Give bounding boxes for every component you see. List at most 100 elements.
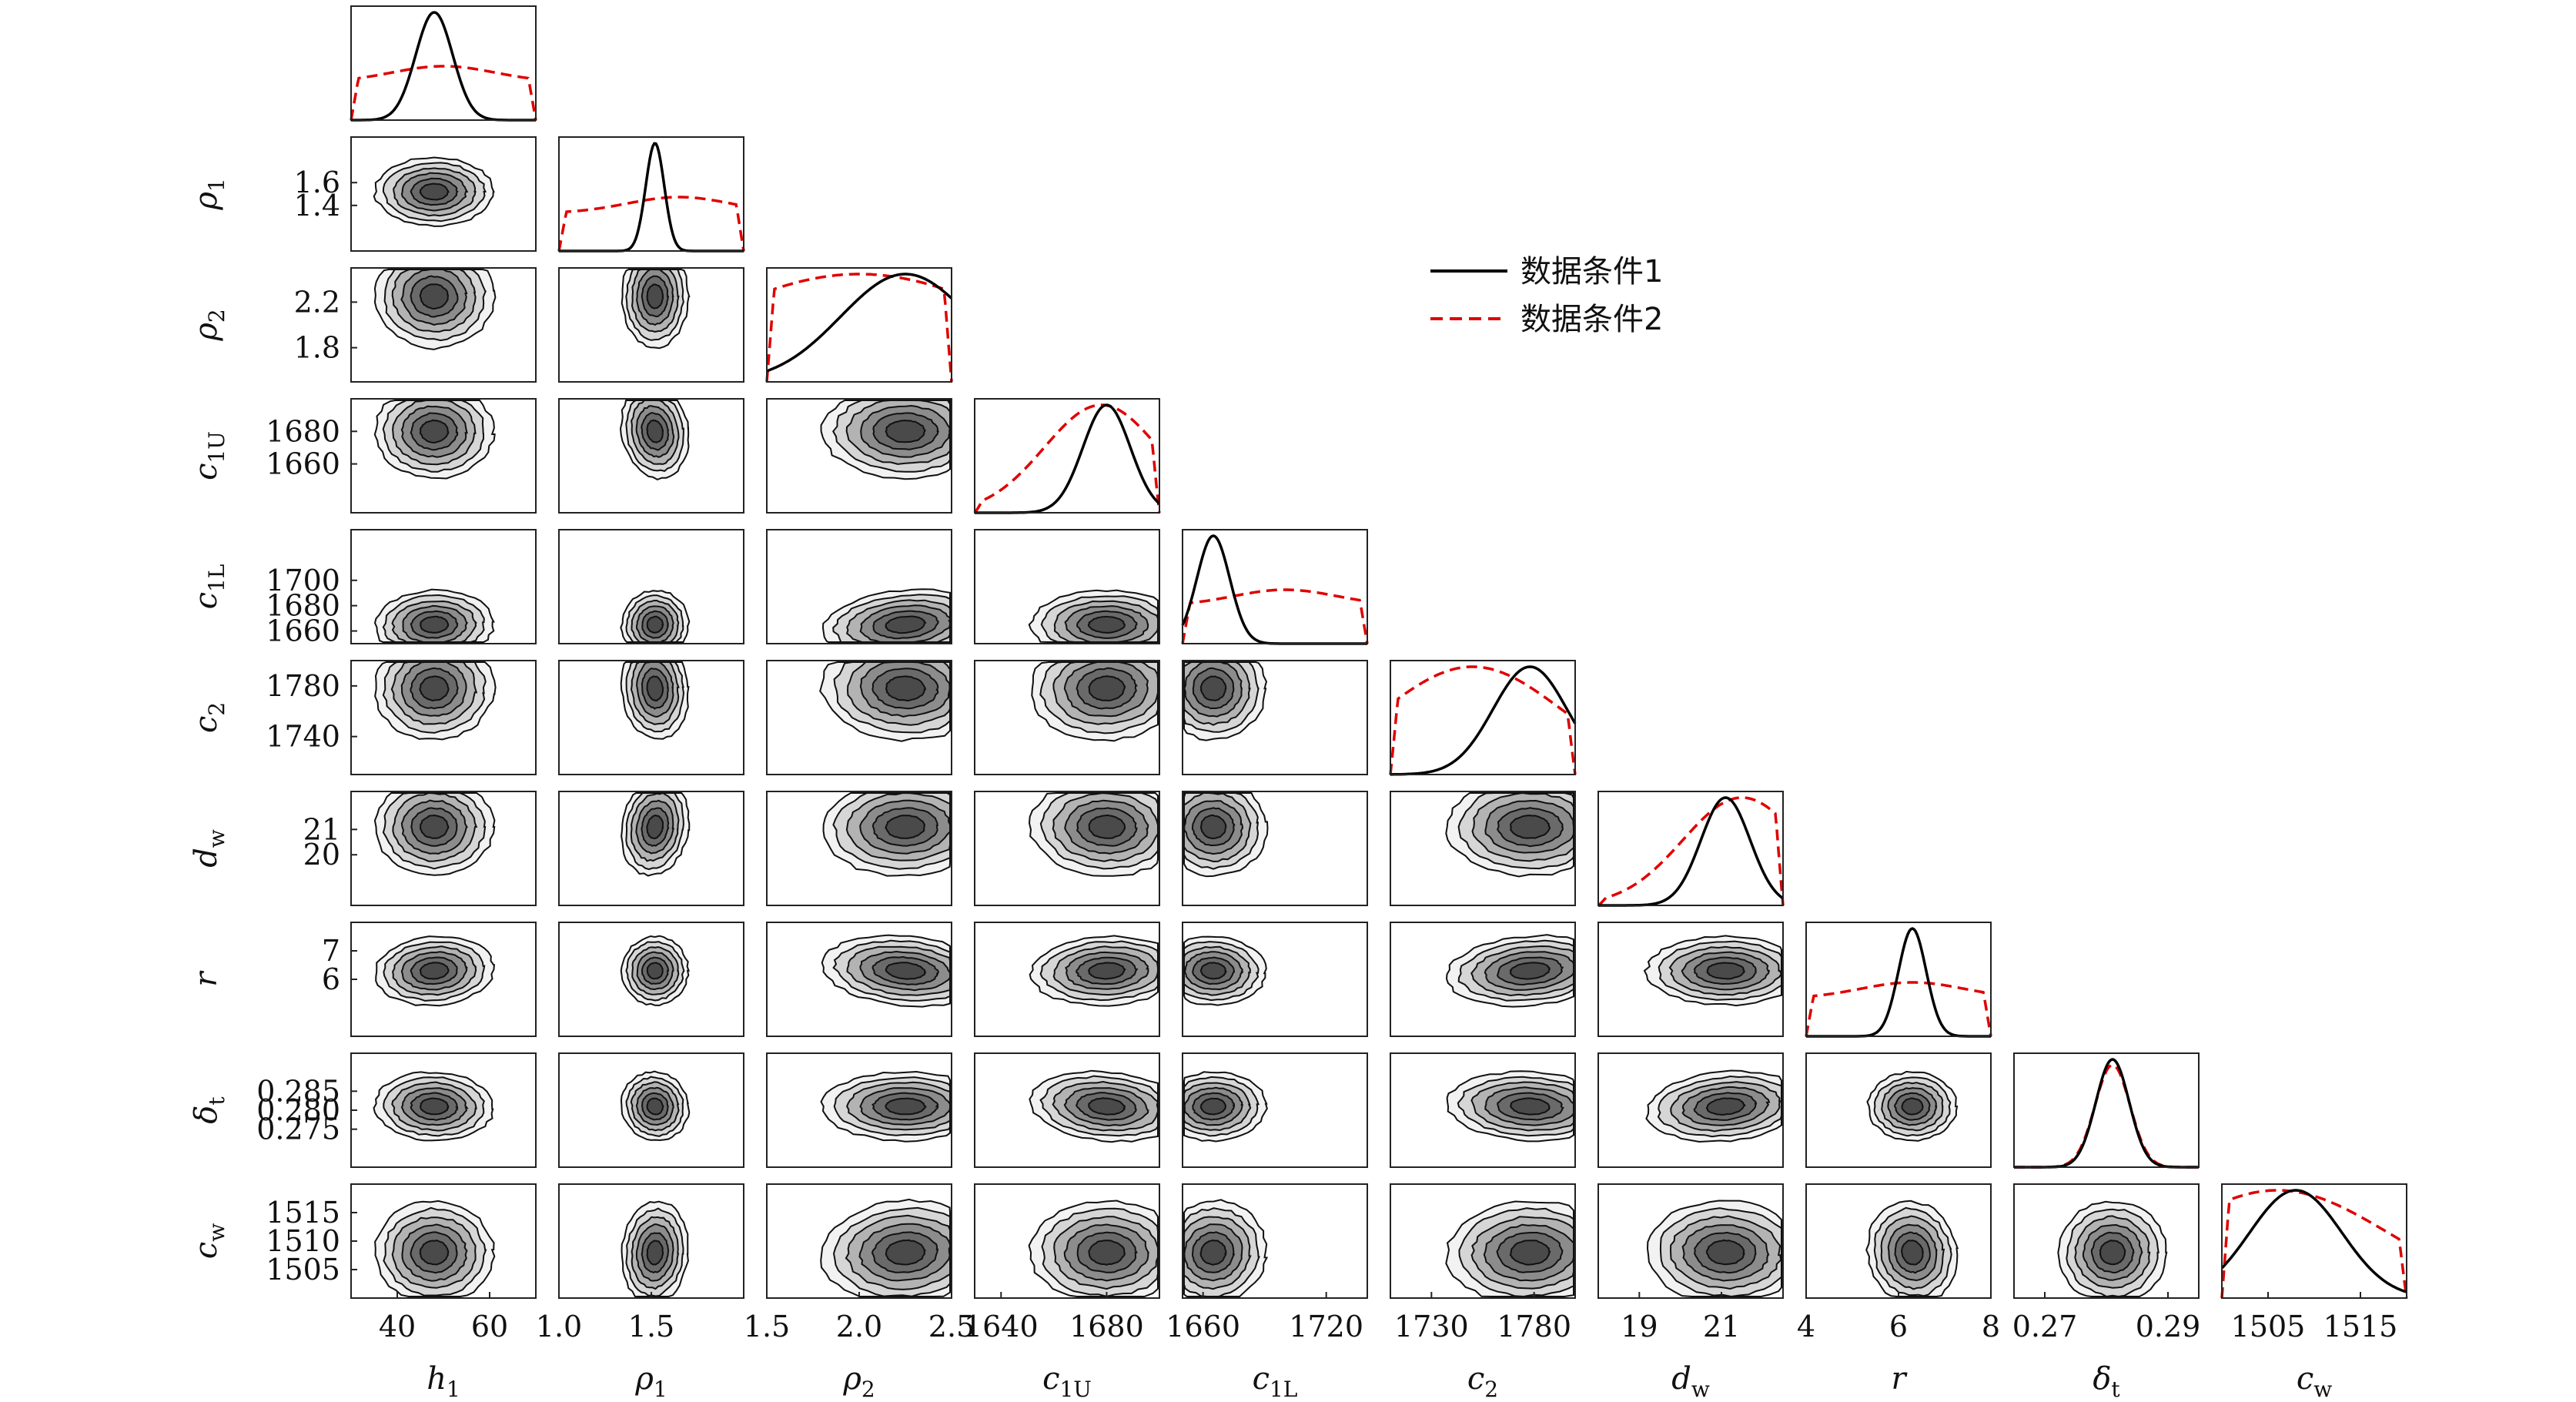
panel-frame [974, 398, 1160, 514]
panel-7-4 [1182, 922, 1368, 1037]
panel-4-3 [974, 529, 1160, 644]
panel-4-0 [350, 529, 537, 644]
panel-8-4 [1182, 1052, 1368, 1168]
panel-6-4 [1182, 791, 1368, 906]
contour-level-6 [1901, 1097, 1924, 1116]
panel-2-1 [558, 267, 744, 383]
y-tick-label: 1505 [266, 1253, 340, 1287]
x-tick-label: 2.5 [928, 1310, 975, 1343]
panel-frame [1182, 1052, 1368, 1168]
y-tick-label: 0.285 [256, 1074, 340, 1108]
panel-8-8 [2013, 1052, 2200, 1169]
panel-frame [350, 398, 537, 514]
panel-frame [558, 660, 744, 775]
panel-frame [1390, 1052, 1576, 1168]
contour-level-6 [1705, 1097, 1747, 1116]
panel-frame [1390, 922, 1576, 1037]
marginal-curve-condition-2 [1805, 981, 1992, 1037]
panel-4-4 [1181, 529, 1369, 645]
panel-9-7 [1805, 1183, 1992, 1299]
y-axis-label: δt [189, 1096, 229, 1124]
x-tick-label: 21 [1703, 1310, 1740, 1343]
legend-label-condition-2: 数据条件2 [1521, 302, 1663, 337]
marginal-curve-condition-1 [1390, 665, 1577, 776]
panel-8-1 [558, 1052, 744, 1168]
marginal-curve-condition-2 [1389, 665, 1577, 775]
panel-frame [766, 1052, 952, 1168]
panel-frame [558, 1052, 744, 1168]
panel-9-0 [350, 1183, 537, 1299]
contour-level-6 [1199, 962, 1227, 980]
y-tick-label: 1700 [266, 564, 340, 597]
panel-frame [1182, 660, 1368, 775]
x-tick-label: 8 [1982, 1310, 2000, 1343]
x-axis-label: ρ2 [842, 1361, 875, 1402]
y-axis-label: dw [189, 829, 229, 868]
panel-frame [558, 529, 744, 644]
contour-level-6 [1705, 1239, 1745, 1266]
y-tick-label: 1.8 [294, 331, 340, 365]
x-tick-label: 60 [471, 1310, 508, 1343]
panel-2-2 [765, 267, 953, 383]
panel-1-1 [557, 136, 745, 253]
panel-frame [350, 660, 537, 775]
y-axis-label: cw [189, 1223, 229, 1259]
panel-3-1 [558, 398, 744, 514]
marginal-curve-condition-2 [1181, 588, 1369, 644]
panel-8-3 [974, 1052, 1160, 1168]
panel-frame [1182, 529, 1368, 644]
x-axis-label: δt [2093, 1361, 2120, 1402]
y-tick-label: 0.275 [256, 1113, 340, 1146]
marginal-curve-condition-2 [350, 65, 537, 121]
panel-frame [558, 791, 744, 906]
panel-9-2 [766, 1183, 952, 1299]
panel-7-2 [766, 922, 952, 1037]
x-tick-label: 1720 [1289, 1310, 1363, 1343]
contour-level-6 [1088, 1097, 1126, 1116]
panel-5-1 [558, 660, 744, 775]
contour-level-6 [1509, 815, 1551, 839]
x-axis-label: dw [1671, 1361, 1710, 1402]
panel-5-5 [1389, 660, 1577, 776]
legend: 数据条件1 数据条件2 [1430, 254, 1663, 337]
x-tick-label: 19 [1621, 1310, 1658, 1343]
panel-9-5 [1390, 1183, 1576, 1299]
y-axis-label: c2 [189, 702, 229, 733]
y-tick-label: 1660 [266, 447, 340, 481]
panel-frame [766, 529, 952, 644]
x-tick-label: 4 [1797, 1310, 1815, 1343]
panel-5-0 [350, 660, 537, 775]
panel-frame [1390, 1183, 1576, 1299]
x-axis-label: h1 [427, 1361, 460, 1402]
marginal-curve-condition-2 [973, 403, 1161, 514]
contour-level-6 [1901, 1240, 1924, 1266]
contour-level-6 [1510, 1097, 1551, 1116]
panel-frame [1805, 922, 1992, 1037]
y-tick-label: 1740 [266, 720, 340, 754]
x-tick-label: 1515 [2323, 1310, 2398, 1343]
contour-level-6 [646, 1097, 664, 1116]
x-tick-label: 1730 [1394, 1310, 1469, 1343]
y-axis-label: c1L [189, 564, 229, 610]
panel-7-7 [1805, 922, 1992, 1038]
x-axis-label: c2 [1467, 1361, 1498, 1402]
contour-level-6 [1088, 1240, 1126, 1266]
panel-frame [1182, 791, 1368, 906]
marginal-curve-condition-1 [559, 142, 744, 253]
contour-level-6 [419, 1240, 450, 1266]
y-tick-label: 0.280 [256, 1093, 340, 1127]
panel-7-1 [558, 922, 744, 1037]
x-tick-label: 40 [379, 1310, 416, 1343]
contour-level-6 [885, 962, 927, 980]
panel-3-0 [350, 398, 537, 514]
contour-level-6 [646, 615, 664, 634]
panel-frame [1597, 791, 1784, 906]
y-axis-label: ρ1 [189, 178, 229, 210]
contour-level-6 [419, 615, 450, 634]
panel-2-0 [350, 267, 537, 383]
contour-level-6 [646, 675, 664, 702]
panel-frame [1597, 1052, 1784, 1168]
panel-1-0 [350, 136, 537, 252]
marginal-curve-condition-2 [1597, 796, 1785, 907]
y-tick-label: 1510 [266, 1224, 340, 1258]
